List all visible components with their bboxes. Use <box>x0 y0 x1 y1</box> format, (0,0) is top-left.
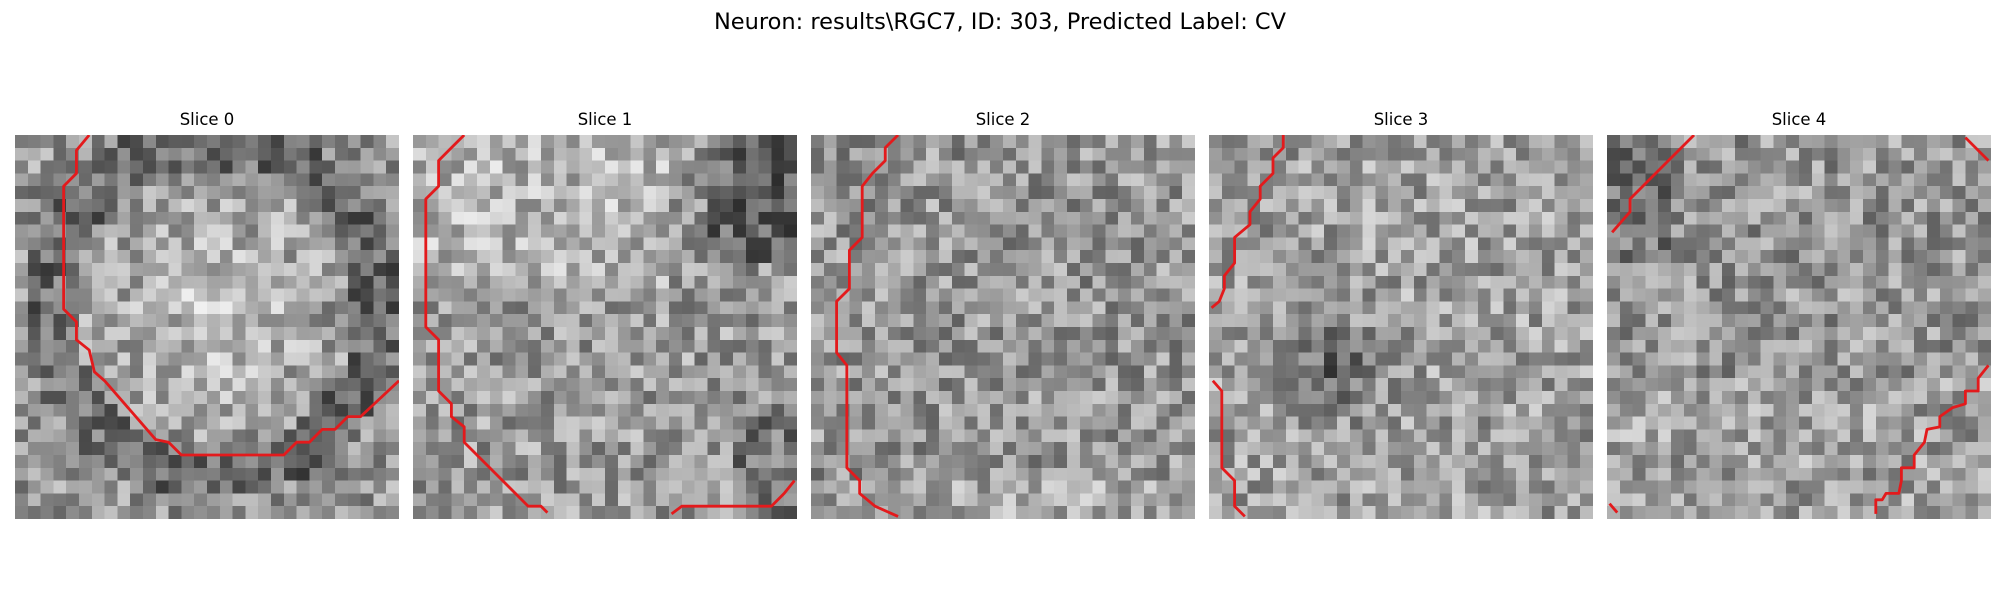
slice-image-2 <box>811 135 1195 519</box>
slice-title-3: Slice 3 <box>1209 110 1593 130</box>
slice-panel-3: Slice 3 <box>1209 110 1593 130</box>
slice-image-3 <box>1209 135 1593 519</box>
slice-panel-1: Slice 1 <box>413 110 797 130</box>
slice-title-0: Slice 0 <box>15 110 399 130</box>
slice-panel-0: Slice 0 <box>15 110 399 130</box>
slice-image-4 <box>1607 135 1991 519</box>
slice-title-4: Slice 4 <box>1607 110 1991 130</box>
slice-panel-2: Slice 2 <box>811 110 1195 130</box>
figure-title: Neuron: results\RGC7, ID: 303, Predicted… <box>0 6 2000 38</box>
slice-panel-4: Slice 4 <box>1607 110 1991 130</box>
slice-title-1: Slice 1 <box>413 110 797 130</box>
slice-image-0 <box>15 135 399 519</box>
slice-image-1 <box>413 135 797 519</box>
slice-title-2: Slice 2 <box>811 110 1195 130</box>
